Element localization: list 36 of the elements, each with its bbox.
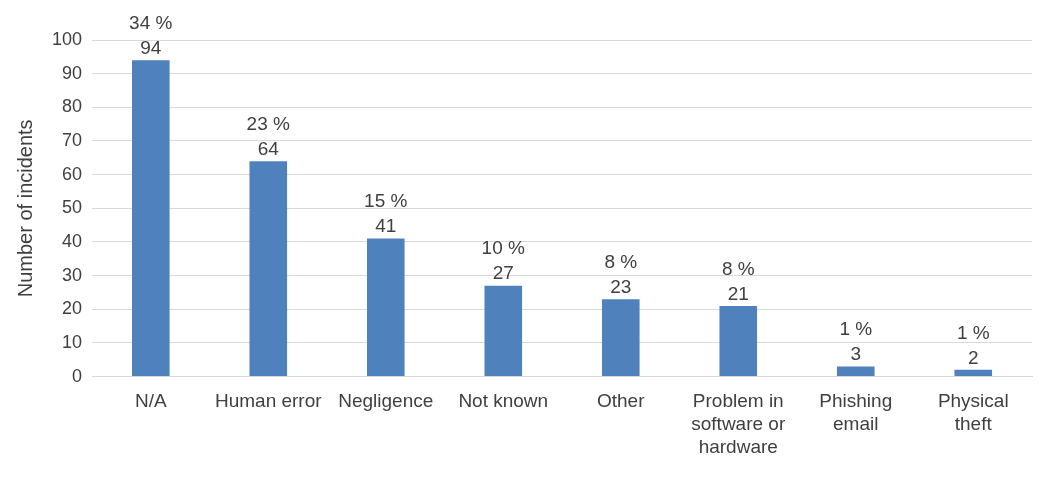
y-tick-label: 40 [62, 230, 83, 251]
bar [249, 161, 288, 377]
data-label: 15 % 41 [364, 190, 408, 237]
bar [601, 299, 640, 377]
data-label: 8 % 23 [604, 250, 638, 297]
data-label: 23 % 64 [246, 112, 291, 159]
data-label: 8 % 21 [721, 257, 755, 304]
y-tick-label: 10 [62, 331, 83, 352]
x-tick-label: N/A [134, 390, 167, 412]
data-label: 34 % 94 [129, 11, 173, 58]
x-tick-label: Phishing email [819, 390, 893, 435]
y-tick-label: 80 [62, 96, 83, 117]
y-tick-label: 20 [62, 298, 83, 319]
y-axis-title: Number of incidents [13, 119, 36, 298]
y-tick-label: 90 [62, 62, 83, 83]
x-tick-label: Negligence [338, 390, 434, 412]
y-tick-label: 50 [62, 197, 83, 218]
data-label: 10 % 27 [481, 237, 526, 284]
x-tick-label: Human error [214, 390, 323, 412]
y-tick-label: 60 [62, 163, 83, 184]
y-tick-label: 0 [72, 365, 83, 386]
bar [366, 238, 405, 377]
y-tick-label: 30 [62, 264, 83, 285]
y-tick-label: 100 [51, 28, 83, 49]
x-tick-label: Problem in software or hardware [691, 390, 786, 457]
bar [131, 60, 170, 377]
bar [719, 305, 758, 377]
x-tick-label: Physical theft [937, 390, 1009, 435]
x-tick-label: Other [597, 390, 646, 412]
bar [484, 285, 523, 377]
x-tick-label: Not known [458, 390, 549, 412]
bar [836, 366, 875, 377]
bar [954, 369, 993, 377]
y-tick-label: 70 [62, 129, 83, 150]
data-label: 1 % 2 [956, 321, 990, 368]
data-label: 1 % 3 [839, 318, 873, 365]
